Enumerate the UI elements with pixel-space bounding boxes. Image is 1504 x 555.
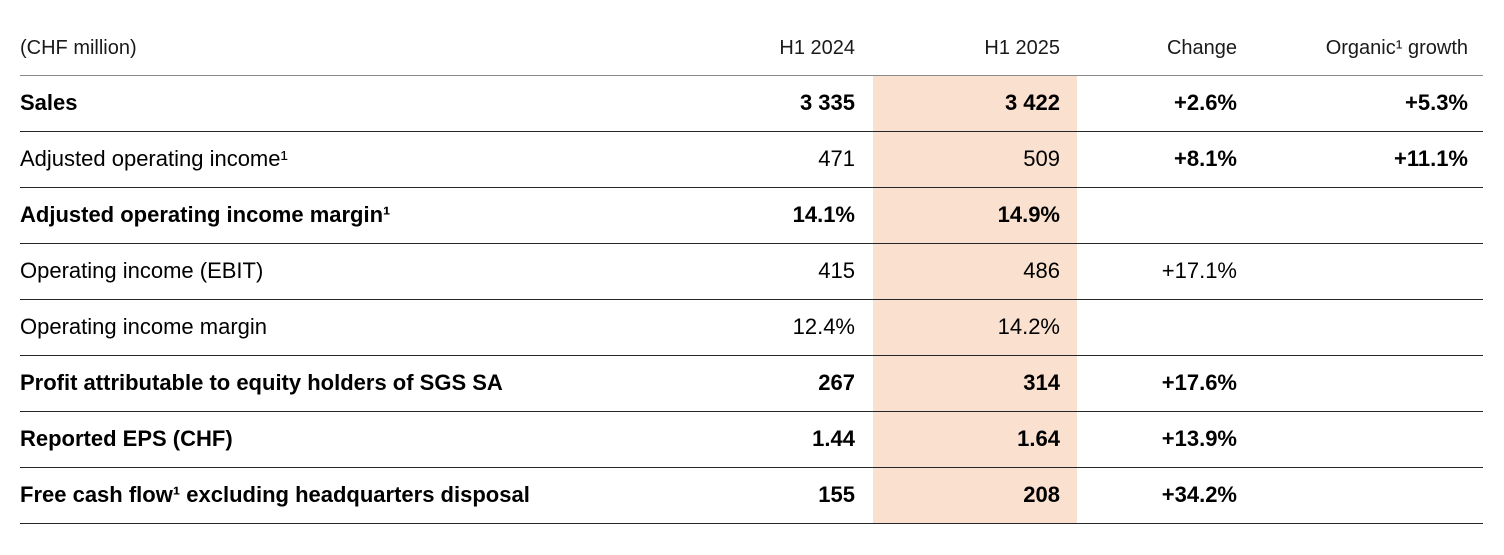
value-organic-growth [1250,355,1483,412]
row-label: Free cash flow¹ excluding headquarters d… [20,467,713,524]
column-header-h1-2024: H1 2024 [713,0,873,76]
value-h1-2024: 1.44 [713,411,873,468]
table-row-adjusted-operating-income: Adjusted operating income¹ 471 509 +8.1%… [20,131,1483,188]
value-organic-growth [1250,299,1483,356]
value-change: +8.1% [1077,131,1250,188]
row-label: Operating income (EBIT) [20,243,713,300]
value-h1-2025: 509 [873,131,1077,188]
value-organic-growth [1250,467,1483,524]
value-h1-2025: 3 422 [873,75,1077,132]
financial-results-table-wrap: (CHF million) H1 2024 H1 2025 Change Org… [20,0,1483,524]
value-h1-2025: 486 [873,243,1077,300]
value-h1-2024: 14.1% [713,187,873,244]
value-h1-2024: 155 [713,467,873,524]
table-row-reported-eps: Reported EPS (CHF) 1.44 1.64 +13.9% [20,411,1483,468]
value-h1-2024: 471 [713,131,873,188]
value-h1-2024: 3 335 [713,75,873,132]
row-label: Operating income margin [20,299,713,356]
value-change [1077,187,1250,244]
value-h1-2024: 415 [713,243,873,300]
value-h1-2025: 314 [873,355,1077,412]
table-row-operating-income-ebit: Operating income (EBIT) 415 486 +17.1% [20,243,1483,300]
value-organic-growth: +11.1% [1250,131,1483,188]
table-row-adjusted-operating-income-margin: Adjusted operating income margin¹ 14.1% … [20,187,1483,244]
financial-results-table: (CHF million) H1 2024 H1 2025 Change Org… [20,0,1483,524]
table-row-sales: Sales 3 335 3 422 +2.6% +5.3% [20,75,1483,132]
value-h1-2025: 1.64 [873,411,1077,468]
value-h1-2025: 208 [873,467,1077,524]
value-organic-growth [1250,243,1483,300]
value-change: +17.6% [1077,355,1250,412]
value-organic-growth: +5.3% [1250,75,1483,132]
table-row-free-cash-flow: Free cash flow¹ excluding headquarters d… [20,467,1483,524]
value-change: +13.9% [1077,411,1250,468]
value-change [1077,299,1250,356]
value-change: +17.1% [1077,243,1250,300]
row-label: Sales [20,75,713,132]
value-h1-2025: 14.9% [873,187,1077,244]
value-organic-growth [1250,411,1483,468]
table-row-operating-income-margin: Operating income margin 12.4% 14.2% [20,299,1483,356]
value-change: +2.6% [1077,75,1250,132]
row-label: Profit attributable to equity holders of… [20,355,713,412]
row-label: Adjusted operating income margin¹ [20,187,713,244]
value-organic-growth [1250,187,1483,244]
table-row-profit-attributable: Profit attributable to equity holders of… [20,355,1483,412]
value-h1-2024: 267 [713,355,873,412]
row-label: Adjusted operating income¹ [20,131,713,188]
value-h1-2024: 12.4% [713,299,873,356]
table-body: Sales 3 335 3 422 +2.6% +5.3% Adjusted o… [20,75,1483,524]
value-change: +34.2% [1077,467,1250,524]
column-header-organic-growth: Organic¹ growth [1250,0,1483,76]
row-label: Reported EPS (CHF) [20,411,713,468]
table-header: (CHF million) H1 2024 H1 2025 Change Org… [20,0,1483,76]
column-header-change: Change [1077,0,1250,76]
column-header-h1-2025: H1 2025 [873,0,1077,76]
value-h1-2025: 14.2% [873,299,1077,356]
unit-label: (CHF million) [20,0,713,76]
header-row: (CHF million) H1 2024 H1 2025 Change Org… [20,0,1483,76]
